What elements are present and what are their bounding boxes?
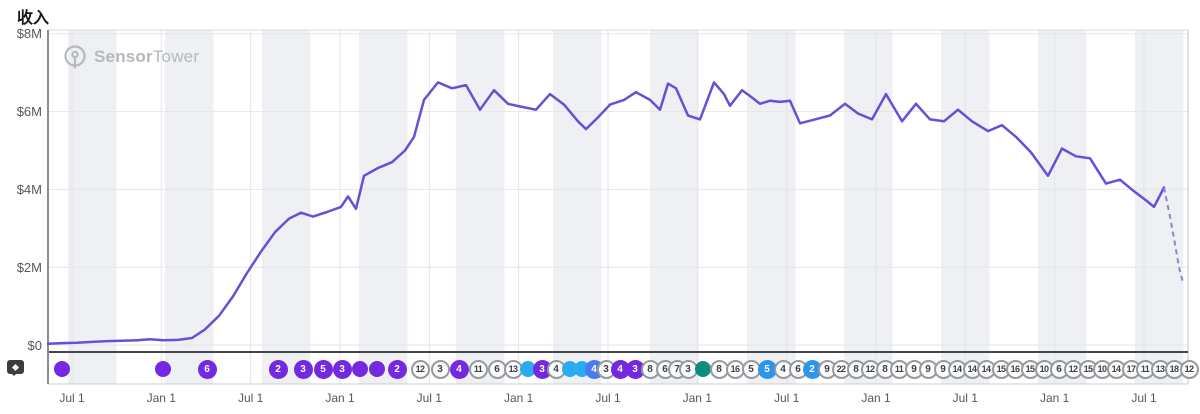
annotation-dot[interactable] xyxy=(369,361,385,377)
annotation-badge[interactable]: 3 xyxy=(293,359,313,379)
x-tick-label: Jul 1 xyxy=(59,391,85,405)
x-tick-label: Jan 1 xyxy=(146,391,176,405)
annotation-bubble-icon[interactable] xyxy=(7,360,24,376)
quarter-stripe xyxy=(747,30,796,384)
annotation-badge[interactable]: 3 xyxy=(332,359,352,379)
x-tick-label: Jul 1 xyxy=(774,391,800,405)
x-tick-label: Jul 1 xyxy=(238,391,264,405)
x-tick-label: Jul 1 xyxy=(1131,391,1157,405)
annotation-badge[interactable]: 9 xyxy=(933,359,953,379)
annotation-badge[interactable]: 6 xyxy=(1049,359,1069,379)
quarter-stripe xyxy=(68,30,117,384)
y-tick-label: $0 xyxy=(27,337,42,353)
quarter-stripe xyxy=(456,30,505,384)
annotation-dot[interactable] xyxy=(155,361,171,377)
x-tick-label: Jan 1 xyxy=(861,391,891,405)
x-axis: Jul 1 Jan 1 Jul 1 Jan 1 Jul 1 Jan 1 Jul 1 Jan 1… xyxy=(0,391,1200,409)
x-tick-label: Jan 1 xyxy=(504,391,534,405)
quarter-stripe xyxy=(1135,30,1184,384)
y-tick-label: $4M xyxy=(16,181,42,197)
quarter-stripe xyxy=(844,30,893,384)
annotation-dot[interactable] xyxy=(695,361,711,377)
annotation-badge[interactable]: 11 xyxy=(1135,359,1155,379)
x-tick-label: Jan 1 xyxy=(325,391,355,405)
annotation-badge[interactable]: 6 xyxy=(197,359,217,379)
annotation-badge[interactable]: 4 xyxy=(449,359,469,379)
quarter-stripe xyxy=(1038,30,1087,384)
annotation-badge[interactable]: 4 xyxy=(610,359,630,379)
annotation-badge[interactable]: 3 xyxy=(532,359,552,379)
sensor-tower-logo-icon xyxy=(64,45,86,69)
quarter-stripe xyxy=(359,30,408,384)
quarter-stripe xyxy=(165,30,214,384)
annotation-badge[interactable]: 12 xyxy=(1179,359,1199,379)
annotation-badge[interactable]: 12 xyxy=(410,359,430,379)
quarter-stripe xyxy=(650,30,699,384)
annotation-badge[interactable]: 14 xyxy=(947,359,967,379)
x-tick-label: Jan 1 xyxy=(1040,391,1070,405)
annotation-dot[interactable] xyxy=(520,361,536,377)
y-tick-label: $6M xyxy=(16,104,42,120)
y-tick-label: $2M xyxy=(16,259,42,275)
annotation-badge[interactable]: 5 xyxy=(757,359,777,379)
quarter-stripe xyxy=(553,30,602,384)
y-tick-label: $8M xyxy=(16,26,42,42)
annotation-dot[interactable] xyxy=(352,361,368,377)
annotation-badge[interactable]: 3 xyxy=(430,359,450,379)
watermark-brand-bold: Sensor xyxy=(94,47,153,66)
revenue-line-dashed-tail[interactable] xyxy=(1163,187,1184,284)
annotation-badge[interactable]: 2 xyxy=(387,359,407,379)
annotation-glyph xyxy=(11,363,20,371)
annotation-badge[interactable]: 2 xyxy=(268,359,288,379)
x-tick-label: Jan 1 xyxy=(682,391,712,405)
annotation-badge[interactable]: 2 xyxy=(802,359,822,379)
quarter-stripe xyxy=(262,30,311,384)
watermark-brand-light: Tower xyxy=(152,47,200,66)
x-tick-label: Jul 1 xyxy=(952,391,978,405)
revenue-line[interactable] xyxy=(46,81,1166,346)
x-tick-label: Jul 1 xyxy=(416,391,442,405)
annotation-badge[interactable]: 5 xyxy=(313,359,333,379)
annotation-badge[interactable]: 11 xyxy=(468,359,488,379)
annotation-dot[interactable] xyxy=(54,361,70,377)
annotation-badge[interactable]: 3 xyxy=(625,359,645,379)
x-tick-label: Jul 1 xyxy=(595,391,621,405)
watermark: SensorTower xyxy=(62,44,199,70)
annotation-badge[interactable]: 8 xyxy=(640,359,660,379)
page-title: 收入 xyxy=(17,10,50,27)
annotation-badge[interactable]: 8 xyxy=(875,359,895,379)
